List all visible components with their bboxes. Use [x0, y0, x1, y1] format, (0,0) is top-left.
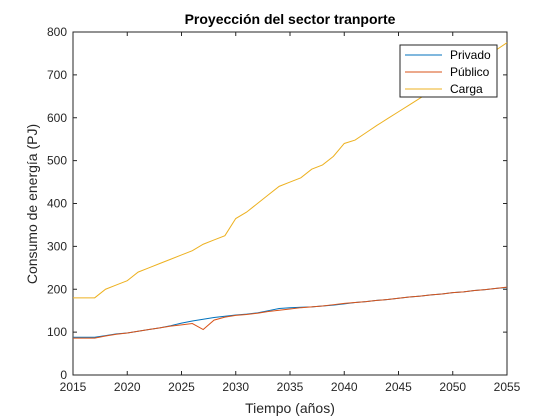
- y-tick-label: 400: [47, 197, 67, 211]
- legend-label: Privado: [450, 48, 491, 62]
- chart-title: Proyección del sector tranporte: [185, 11, 396, 27]
- legend-box: [399, 44, 498, 98]
- x-tick-label: 2025: [168, 380, 195, 394]
- x-tick-label: 2015: [60, 380, 87, 394]
- y-axis: 0 100 200 300 400 500 600 700 800: [47, 25, 507, 382]
- x-tick-label: 2035: [277, 380, 304, 394]
- y-tick-label: 600: [47, 111, 67, 125]
- legend: Privado Público Carga: [399, 44, 498, 98]
- x-tick-label: 2030: [222, 380, 249, 394]
- y-axis-label: Consumo de energía (PJ): [24, 124, 40, 284]
- x-tick-label: 2050: [439, 380, 466, 394]
- x-tick-label: 2020: [114, 380, 141, 394]
- y-tick-label: 500: [47, 154, 67, 168]
- y-tick-label: 0: [60, 368, 67, 382]
- x-tick-label: 2040: [331, 380, 358, 394]
- y-tick-label: 800: [47, 25, 67, 39]
- x-axis: 2015 2020 2025 2030 2035 2040 2045 2050 2055: [60, 32, 521, 394]
- x-tick-label: 2045: [385, 380, 412, 394]
- x-axis-label: Tiempo (años): [245, 400, 335, 416]
- legend-label: Carga: [450, 82, 483, 96]
- y-tick-label: 700: [47, 68, 67, 82]
- y-tick-label: 300: [47, 239, 67, 253]
- series-line-p-blico: [73, 286, 508, 339]
- y-tick-label: 100: [47, 325, 67, 339]
- x-tick-label: 2055: [494, 380, 521, 394]
- y-tick-label: 200: [47, 282, 67, 296]
- legend-label: Público: [450, 65, 490, 79]
